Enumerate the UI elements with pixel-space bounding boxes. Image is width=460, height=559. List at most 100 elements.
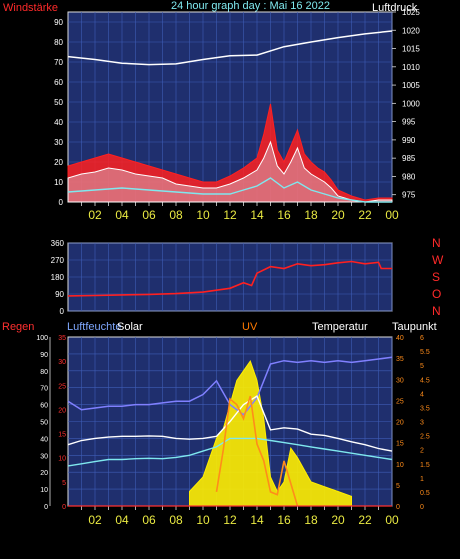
pressure-right-tick: 990 [402, 136, 416, 145]
weather-x-tick-label: 08 [169, 513, 183, 527]
wind-average-line [67, 177, 392, 203]
pressure-right-tick: 1000 [402, 99, 420, 108]
dewpoint-line [67, 437, 393, 467]
rain-left-tick: 100 [36, 335, 48, 342]
dewpoint-right-tick: 5.5 [420, 349, 430, 356]
pressure-right-tick: 1015 [402, 45, 420, 54]
direction-left-tick: 180 [51, 273, 65, 282]
weather-x-tick-label: 04 [115, 513, 129, 527]
wind-x-tick-label: 22 [358, 208, 372, 222]
weather-x-tick-label: 22 [358, 513, 372, 527]
wind-left-tick: 50 [54, 98, 63, 107]
pressure-right-tick: 980 [402, 172, 416, 181]
weather-label-humidity: Luftfeuchte [67, 321, 121, 333]
weather-label-rain: Regen [2, 321, 34, 333]
dewpoint-right-tick: 4 [420, 391, 424, 398]
pressure-right-tick: 1005 [402, 81, 420, 90]
temperature-right-tick: 35 [396, 356, 404, 363]
temperature-right-tick: 40 [396, 335, 404, 342]
weather-label-solar: Solar [117, 321, 143, 333]
wind-left-tick: 70 [54, 58, 63, 67]
dewpoint-right-tick: 2 [420, 448, 424, 455]
wind-x-tick-label: 02 [88, 208, 102, 222]
rain-left-tick: 90 [40, 352, 48, 359]
dewpoint-right-tick: 3.5 [420, 405, 430, 412]
pressure-line [67, 30, 393, 66]
direction-panel-grid [68, 242, 393, 312]
weather-x-tick-label: 16 [277, 513, 291, 527]
weather-x-tick-label: 20 [331, 513, 345, 527]
rain-left-tick: 70 [40, 386, 48, 393]
temperature-right-tick: 0 [396, 504, 400, 511]
temperature-right-tick: 25 [396, 398, 404, 405]
direction-compass-label: W [432, 253, 444, 267]
dewpoint-right-tick: 4.5 [420, 377, 430, 384]
weather-label-uv: UV [242, 321, 258, 333]
temperature-right-tick: 30 [396, 377, 404, 384]
wind-x-tick-label: 14 [250, 208, 264, 222]
wind-left-tick-zero: 0 [59, 198, 64, 207]
header-right-title: Luftdruck [372, 2, 418, 14]
weather-x-tick-label: 06 [142, 513, 156, 527]
wind-x-tick-label: 10 [196, 208, 210, 222]
humidity-left-tick: 25 [58, 383, 66, 390]
rain-left-tick: 30 [40, 453, 48, 460]
direction-compass-label: S [432, 270, 440, 284]
pressure-right-tick: 985 [402, 154, 416, 163]
header-center-title: 24 hour graph day : Mai 16 2022 [171, 0, 330, 12]
direction-compass-label: O [432, 287, 441, 301]
wind-x-tick-label: 06 [142, 208, 156, 222]
temperature-line [67, 395, 393, 452]
wind-x-tick-label: 08 [169, 208, 183, 222]
wind-left-tick: 80 [54, 38, 63, 47]
rain-left-tick: 10 [40, 487, 48, 494]
dewpoint-right-tick: 1.5 [420, 462, 430, 469]
wind-x-tick-label: 18 [304, 208, 318, 222]
pressure-right-tick: 1020 [402, 26, 420, 35]
weather-x-tick-label: 18 [304, 513, 318, 527]
humidity-left-tick: 15 [58, 432, 66, 439]
weather-x-tick-label: 10 [196, 513, 210, 527]
rain-left-tick: 20 [40, 470, 48, 477]
rain-left-tick: 50 [40, 420, 48, 427]
gust-area [67, 103, 393, 203]
dewpoint-right-tick: 5 [420, 363, 424, 370]
rain-left-tick: 40 [40, 436, 48, 443]
wind-x-tick-label: 00 [385, 208, 399, 222]
direction-compass-label: N [432, 304, 441, 318]
dewpoint-right-tick: 0.5 [420, 490, 430, 497]
weather-x-tick-label: 00 [385, 513, 399, 527]
wind-left-tick: 60 [54, 78, 63, 87]
wind-left-tick: 10 [54, 178, 63, 187]
uv-line [215, 395, 299, 507]
direction-compass-label: N [432, 236, 441, 250]
wind-x-tick-label: 04 [115, 208, 129, 222]
rain-left-tick: 60 [40, 403, 48, 410]
rain-left-tick: 80 [40, 369, 48, 376]
dewpoint-right-tick: 2.5 [420, 434, 430, 441]
weather-x-tick-label: 02 [88, 513, 102, 527]
pressure-right-tick: 995 [402, 118, 416, 127]
direction-left-tick: 90 [55, 290, 64, 299]
pressure-right-tick: 1025 [402, 8, 420, 17]
weather-label-temperature: Temperatur [312, 321, 368, 333]
pressure-right-tick: 975 [402, 191, 416, 200]
humidity-left-tick: 5 [62, 480, 66, 487]
humidity-left-tick: 20 [58, 407, 66, 414]
temperature-right-tick: 15 [396, 441, 404, 448]
weather-x-tick-label: 14 [250, 513, 264, 527]
direction-left-tick: 360 [51, 239, 65, 248]
temperature-right-tick: 10 [396, 462, 404, 469]
weather-label-dewpoint: Taupunkt [392, 321, 437, 333]
temperature-right-tick: 20 [396, 420, 404, 427]
humidity-left-tick: 10 [58, 456, 66, 463]
wind-left-tick: 20 [54, 158, 63, 167]
wind-area [67, 140, 393, 203]
wind-x-tick-label: 12 [223, 208, 237, 222]
dewpoint-right-tick: 0 [420, 504, 424, 511]
direction-left-tick: 270 [51, 256, 65, 265]
direction-line [67, 260, 392, 297]
dewpoint-right-tick: 3 [420, 420, 424, 427]
